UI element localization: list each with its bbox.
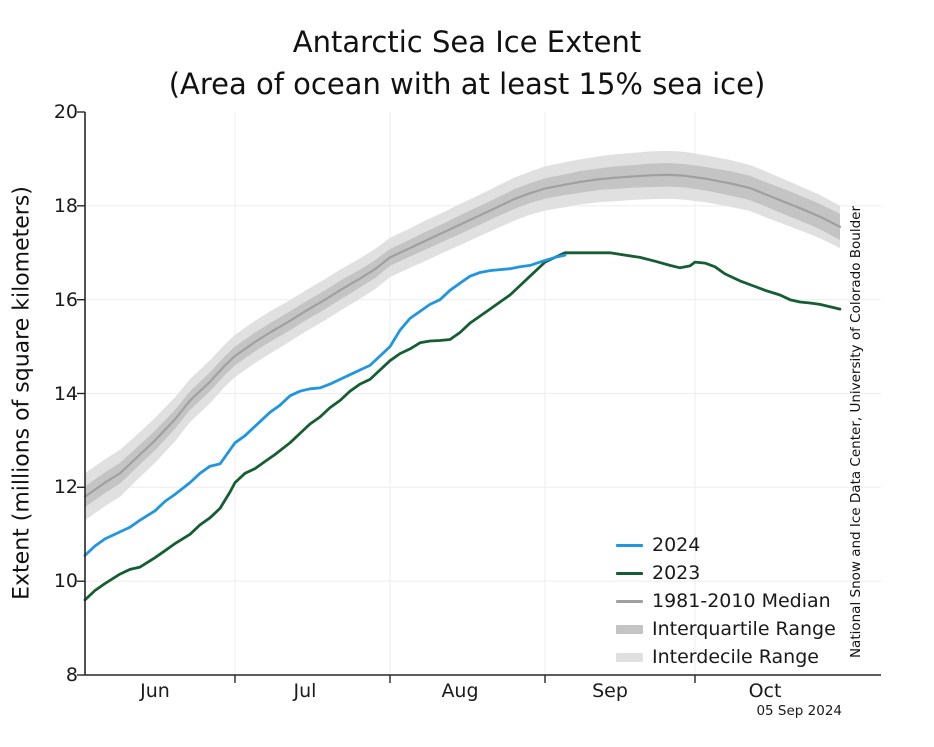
legend-item: Interdecile Range bbox=[616, 643, 856, 671]
legend-swatch bbox=[616, 571, 643, 575]
legend-label: 2023 bbox=[652, 562, 701, 584]
x-tick-label: Jul bbox=[293, 680, 317, 702]
chart-subtitle: (Area of ocean with at least 15% sea ice… bbox=[168, 67, 766, 101]
chart-title: Antarctic Sea Ice Extent bbox=[292, 25, 642, 59]
legend-label: Interquartile Range bbox=[652, 618, 836, 640]
legend-item: 2024 bbox=[616, 531, 856, 559]
y-tick-label: 10 bbox=[53, 570, 78, 593]
attribution-text: National Snow and Ice Data Center, Unive… bbox=[848, 205, 864, 659]
x-tick-label: Oct bbox=[748, 680, 782, 702]
y-tick-label: 14 bbox=[53, 382, 78, 405]
legend-label: 1981-2010 Median bbox=[652, 590, 831, 612]
legend-swatch bbox=[616, 599, 643, 603]
legend-label: 2024 bbox=[652, 534, 701, 556]
legend-swatch bbox=[616, 652, 643, 662]
legend-label: Interdecile Range bbox=[652, 646, 819, 668]
y-tick-label: 12 bbox=[53, 476, 78, 499]
legend-item: 1981-2010 Median bbox=[616, 587, 856, 615]
legend-item: Interquartile Range bbox=[616, 615, 856, 643]
y-axis-label: Extent (millions of square kilometers) bbox=[9, 186, 35, 600]
y-tick-label: 20 bbox=[53, 101, 78, 123]
y-tick-label: 8 bbox=[65, 664, 78, 686]
legend: 2024 2023 1981-2010 Median Interquartile Ra… bbox=[616, 531, 856, 671]
legend-swatch bbox=[616, 624, 643, 634]
y-tick-label: 18 bbox=[53, 194, 78, 217]
legend-item: 2023 bbox=[616, 559, 856, 587]
x-tick-label: Jun bbox=[140, 680, 170, 702]
x-tick-label: Sep bbox=[592, 680, 628, 702]
data-date-label: 05 Sep 2024 bbox=[756, 703, 842, 719]
x-tick-label: Aug bbox=[441, 680, 479, 702]
y-tick-label: 16 bbox=[53, 288, 78, 311]
legend-swatch bbox=[616, 543, 643, 547]
